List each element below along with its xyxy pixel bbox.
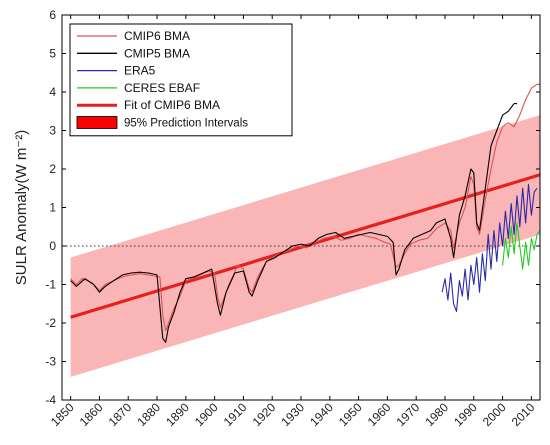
legend-label: CERES EBAF [124, 81, 200, 95]
legend-label: CMIP5 BMA [124, 46, 190, 60]
legend-item: 95% Prediction Intervals [76, 116, 248, 130]
plot-area [62, 83, 541, 377]
series-line-ceres-ebaf [502, 222, 541, 270]
legend-label: CMIP6 BMA [124, 29, 190, 43]
y-tick-label: -3 [45, 355, 56, 369]
y-tick-label: 3 [49, 124, 56, 138]
ticks-layer [62, 14, 540, 401]
series-line-era5 [441, 183, 538, 312]
legend-item: CMIP5 BMA [77, 46, 190, 60]
y-tick-label: -4 [45, 393, 56, 407]
legend-label: Fit of CMIP6 BMA [124, 98, 220, 112]
legend-item: CERES EBAF [77, 81, 200, 95]
y-tick-label: 4 [49, 85, 56, 99]
legend-items: CMIP6 BMA CMIP5 BMA ERA5 CERES EBAF Fit of C… [76, 29, 248, 130]
y-tick-label: 1 [49, 201, 56, 215]
y-tick-label: 0 [49, 239, 56, 253]
y-tick-label: 6 [49, 8, 56, 22]
legend-item: CMIP6 BMA [77, 29, 190, 43]
legend-swatch [76, 116, 118, 129]
y-tick-label: 5 [49, 47, 56, 61]
fit-line-layer [70, 173, 541, 319]
y-tick-label: -1 [45, 278, 56, 292]
y-tick-label: 2 [49, 162, 56, 176]
legend-item: ERA5 [77, 64, 156, 78]
y-axis-label: SULR Anomaly(W m⁻²) [13, 130, 30, 285]
series-layer [70, 83, 541, 343]
legend-label: 95% Prediction Intervals [124, 118, 248, 130]
fit-line [70, 173, 541, 319]
y-tick-label: -2 [45, 316, 56, 330]
legend-item: Fit of CMIP6 BMA [77, 98, 220, 112]
series-line-cmip5-bma [70, 103, 517, 343]
legend-label: ERA5 [124, 64, 156, 78]
legend: CMIP6 BMA CMIP5 BMA ERA5 CERES EBAF Fit of C… [69, 23, 293, 137]
